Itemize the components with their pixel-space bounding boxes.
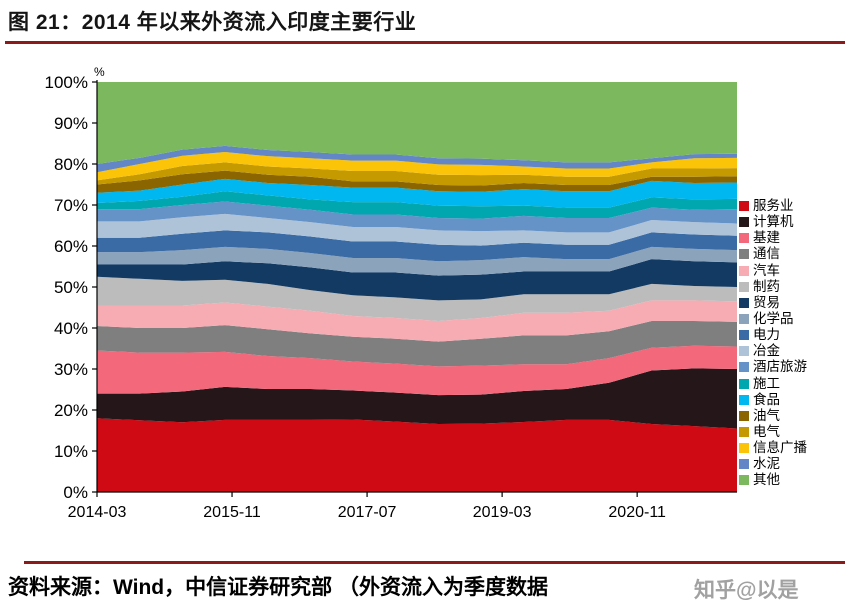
area-series-chemicals xyxy=(97,246,737,276)
figure-title: 图 21：2014 年以来外资流入印度主要行业 xyxy=(8,11,417,34)
legend-item-services: 服务业 xyxy=(739,198,843,214)
area-series-electrical xyxy=(97,162,737,186)
x-tick-label: 2019-03 xyxy=(473,504,532,521)
legend-item-infrastructure: 基建 xyxy=(739,230,843,246)
legend-swatch-icon xyxy=(739,362,749,373)
legend-swatch-icon xyxy=(739,346,749,357)
source-note: 资料来源：Wind，中信证券研究部 （外资流入为季度数据 xyxy=(8,576,548,599)
area-series-hotel-tourism xyxy=(97,201,737,233)
legend-item-others: 其他 xyxy=(739,472,843,488)
x-tick-label: 2014-03 xyxy=(68,504,127,521)
y-axis-unit: % xyxy=(94,65,105,79)
legend-item-trade: 贸易 xyxy=(739,295,843,311)
y-tick-label: 20% xyxy=(54,401,88,420)
y-tick-label: 40% xyxy=(54,319,88,338)
y-tick-label: 90% xyxy=(54,114,88,133)
area-series-construction xyxy=(97,191,737,219)
legend-item-hotel-tourism: 酒店旅游 xyxy=(739,359,843,375)
legend-swatch-icon xyxy=(739,314,749,325)
legend-label: 基建 xyxy=(753,230,780,246)
legend-item-construction: 施工 xyxy=(739,376,843,392)
legend-label: 汽车 xyxy=(753,262,780,278)
watermark: 知乎@以是 xyxy=(694,579,799,602)
legend-label: 服务业 xyxy=(753,198,794,214)
legend-swatch-icon xyxy=(739,297,749,308)
legend-item-metallurgy: 冶金 xyxy=(739,343,843,359)
y-tick-label: 100% xyxy=(45,73,88,92)
legend-label: 其他 xyxy=(753,472,780,488)
legend-item-info-broadcast: 信息广播 xyxy=(739,440,843,456)
legend-swatch-icon xyxy=(739,410,749,421)
y-tick-label: 70% xyxy=(54,196,88,215)
legend-label: 施工 xyxy=(753,375,780,391)
area-series-info-broadcast xyxy=(97,152,737,181)
legend-label: 电力 xyxy=(753,327,780,343)
legend-label: 水泥 xyxy=(753,456,780,472)
legend-swatch-icon xyxy=(739,443,749,454)
x-tick-label: 2015-11 xyxy=(203,504,261,521)
legend-label: 电气 xyxy=(753,424,780,440)
area-series-auto xyxy=(97,300,737,342)
area-series-food xyxy=(97,178,737,208)
legend-swatch-icon xyxy=(739,217,749,228)
legend-swatch-icon xyxy=(739,475,749,486)
legend-label: 食品 xyxy=(753,391,780,407)
title-underline xyxy=(5,41,845,44)
legend-swatch-icon xyxy=(739,378,749,389)
legend-item-power: 电力 xyxy=(739,327,843,343)
legend-label: 油气 xyxy=(753,407,780,423)
legend-label: 制药 xyxy=(753,278,780,294)
y-tick-label: 30% xyxy=(54,360,88,379)
chart-legend: 服务业 计算机 基建 通信 汽车 制药 贸易 化学品 电力 冶金 酒店旅游 施工 食品 油气 电气 信息广播水… xyxy=(739,198,843,489)
y-tick-label: 50% xyxy=(54,278,88,297)
legend-item-pharma: 制药 xyxy=(739,279,843,295)
y-tick-label: 10% xyxy=(54,442,88,461)
y-tick-label: 0% xyxy=(63,483,88,502)
legend-swatch-icon xyxy=(739,233,749,244)
legend-label: 贸易 xyxy=(753,294,780,310)
x-tick-label: 2020-11 xyxy=(608,504,666,521)
area-series-services xyxy=(97,418,737,492)
legend-swatch-icon xyxy=(739,330,749,341)
legend-item-auto: 汽车 xyxy=(739,263,843,279)
footer-rule xyxy=(24,561,845,564)
legend-swatch-icon xyxy=(739,265,749,276)
y-tick-label: 80% xyxy=(54,155,88,174)
legend-item-electrical: 电气 xyxy=(739,424,843,440)
legend-swatch-icon xyxy=(739,427,749,438)
area-series-cement xyxy=(97,145,737,173)
legend-label: 通信 xyxy=(753,246,780,262)
legend-item-telecom: 通信 xyxy=(739,246,843,262)
legend-item-computer: 计算机 xyxy=(739,214,843,230)
area-series-metallurgy xyxy=(97,213,737,246)
area-series-pharma xyxy=(97,276,737,321)
area-series-infrastructure xyxy=(97,345,737,396)
area-series-others xyxy=(97,82,737,164)
area-series-trade xyxy=(97,259,737,301)
legend-item-chemicals: 化学品 xyxy=(739,311,843,327)
legend-swatch-icon xyxy=(739,281,749,292)
stacked-area-chart: 0% 10% 20% 30% 40% 50% 60% 70% 80% 90% 100%% 2014-0… xyxy=(45,65,737,521)
x-tick-label: 2017-07 xyxy=(338,504,397,521)
area-series-telecom xyxy=(97,320,737,367)
y-tick-label: 60% xyxy=(54,237,88,256)
legend-label: 冶金 xyxy=(753,343,780,359)
area-series-power xyxy=(97,230,737,262)
legend-label: 计算机 xyxy=(753,214,794,230)
legend-swatch-icon xyxy=(739,201,749,212)
legend-swatch-icon xyxy=(739,459,749,470)
legend-item-oil-gas: 油气 xyxy=(739,408,843,424)
legend-item-food: 食品 xyxy=(739,392,843,408)
legend-swatch-icon xyxy=(739,394,749,405)
legend-label: 化学品 xyxy=(753,311,794,327)
legend-label: 信息广播 xyxy=(753,440,807,456)
axes xyxy=(92,80,737,497)
legend-label: 酒店旅游 xyxy=(753,359,807,375)
legend-swatch-icon xyxy=(739,249,749,260)
area-series-computer xyxy=(97,368,737,429)
area-series-oil-gas xyxy=(97,170,737,193)
legend-item-cement: 水泥 xyxy=(739,456,843,472)
